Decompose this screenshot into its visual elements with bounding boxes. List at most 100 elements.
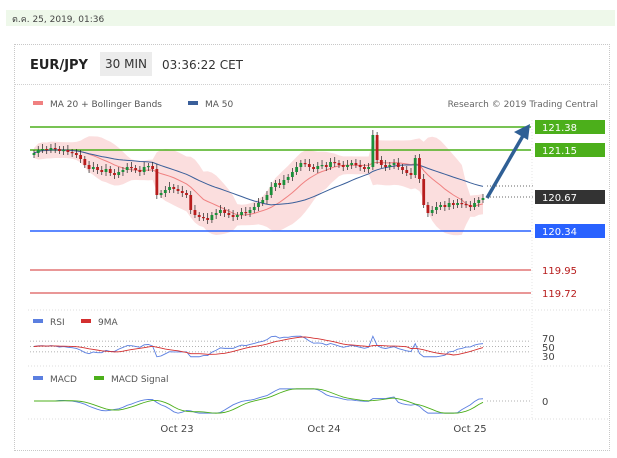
xtick-oct25: Oct 25 [453,424,486,435]
candle-body [189,195,193,210]
current-price-box [535,190,605,204]
ma20-line [33,149,484,216]
candle-body [121,170,125,172]
resistance-label: 121.38 [542,123,577,134]
candle-body [413,158,417,175]
candle-body [286,177,290,180]
candle-body [172,187,176,189]
rsi-lines [30,335,531,358]
timeframe-badge[interactable]: 30 MIN [100,52,152,76]
candle-body [333,162,337,164]
candle-body [384,165,387,167]
candle-body [83,159,87,165]
bollinger-band-area [34,136,483,236]
candle-body [379,160,383,165]
ma20-legend-swatch [33,101,43,105]
candle-body [66,150,70,152]
candle-body [341,165,345,167]
candle-body [62,150,66,152]
candle-body [456,203,459,205]
candle-body [214,213,218,215]
candle-body [447,203,451,207]
candle-body [125,167,129,170]
candle-body [278,183,282,185]
rsi-ma-line [33,336,484,356]
xtick-oct23: Oct 23 [160,424,193,435]
candle-body [451,203,455,205]
candle-body [464,204,468,206]
macd-legend-swatch [33,376,43,380]
candle-body [439,205,443,207]
candle-body [74,153,78,155]
clock: 03:36:22 CET [162,58,243,72]
candle-body [58,149,61,151]
candle-body [134,168,138,170]
candle-body [460,203,464,205]
rsi-ma-legend-label: 9MA [98,318,118,328]
candle-body [418,158,421,179]
pair-label: EUR/JPY [30,58,88,73]
chart-header: EUR/JPY 30 MIN 03:36:22 CET [14,44,608,85]
candle-body [223,210,227,213]
candle-body [324,165,328,167]
macd-signal-legend-swatch [94,376,104,380]
candle-body [142,167,146,172]
candle-body [248,210,252,213]
candle-body [362,167,366,169]
candle-body [409,173,413,175]
candle-body [282,180,286,185]
candle-body [303,163,307,165]
candle-body [329,162,332,167]
macd-legend-label: MACD [50,375,77,385]
rsi-legend-label: RSI [50,318,65,328]
timestamp-bar: ต.ค. 25, 2019, 01:36 [6,10,615,26]
candle-body [481,198,485,200]
candle-body [354,163,358,165]
candle-body [113,173,116,175]
projection-arrow [485,133,526,199]
candle-body [91,167,95,169]
candle-body [159,193,163,195]
candle-body [388,165,392,167]
candle-body [193,210,197,215]
macd-lines [34,388,531,414]
candle-body [290,172,294,177]
candle-body [375,135,379,160]
candle-body [320,165,324,167]
candle-body [180,191,184,193]
rsi-70-label: 70 [542,334,555,345]
target-label: 119.95 [542,266,577,277]
support-label: 120.34 [542,227,577,238]
candle-body [257,203,260,207]
candle-body [36,150,40,153]
candle-body [70,152,74,154]
candle-body [163,190,167,193]
candle-body [396,163,400,167]
candle-body [265,195,269,200]
rsi-30-label: 30 [542,352,555,363]
candle-body [307,164,311,167]
candle-body [435,207,438,210]
ma50-legend-label: MA 50 [205,100,234,110]
candle-body [401,167,404,170]
candle-body [227,213,231,215]
candle-body [477,200,481,203]
bollinger-band [34,136,483,236]
ma50-legend-swatch [188,101,198,105]
candle-body [430,210,434,213]
timestamp: ต.ค. 25, 2019, 01:36 [12,15,105,25]
candle-body [130,167,133,169]
arrow-head-icon [514,124,530,140]
candle-body [176,189,180,191]
candle-body [295,167,299,172]
credit-label: Research © 2019 Trading Central [448,100,598,110]
candle-body [312,167,315,169]
rsi-ma-legend-swatch [81,319,91,323]
candle-body [96,167,99,170]
resistance-label-box [535,120,605,134]
macd-signal-legend-label: MACD Signal [111,375,169,385]
rsi-legend-swatch [33,319,43,323]
candle-body [473,203,476,207]
resistance-label-box [535,143,605,157]
candles [32,130,485,224]
